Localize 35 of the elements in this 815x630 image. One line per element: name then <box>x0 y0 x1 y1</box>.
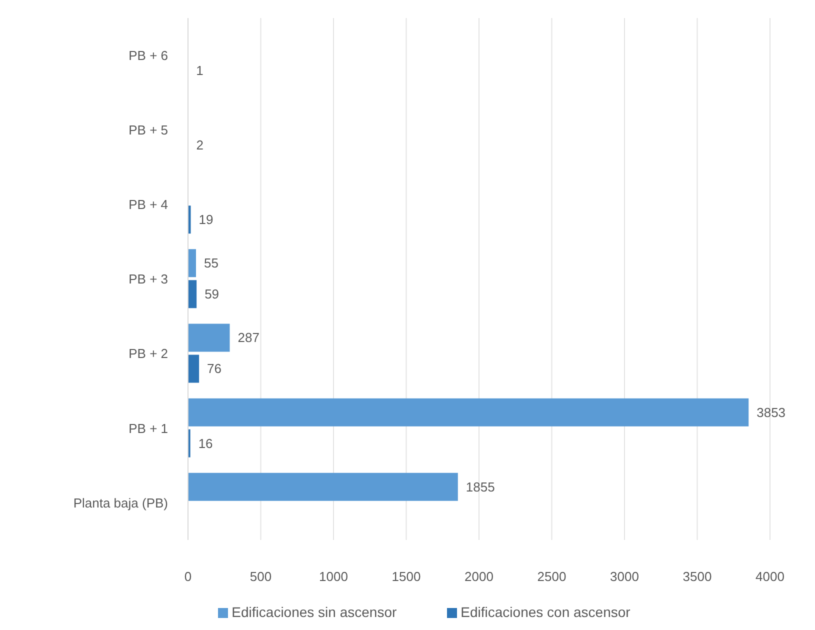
x-tick-label: 3500 <box>682 569 712 584</box>
data-label: 2 <box>196 138 204 153</box>
bar <box>188 324 230 352</box>
data-label: 55 <box>204 256 218 271</box>
bar <box>188 398 749 426</box>
y-tick-label: PB + 5 <box>128 122 168 138</box>
data-label: 1 <box>196 62 204 78</box>
bar <box>188 249 196 278</box>
y-tick-label: PB + 2 <box>128 346 168 362</box>
bar <box>188 280 197 308</box>
x-tick-label: 1000 <box>319 569 348 584</box>
x-tick-label: 1500 <box>392 569 421 584</box>
x-tick-label: 500 <box>250 569 272 584</box>
data-label: 19 <box>198 212 214 228</box>
y-tick-label: PB + 4 <box>128 197 168 212</box>
bar <box>188 354 200 383</box>
x-tick-label: 3000 <box>610 569 639 584</box>
x-tick-label: 0 <box>184 569 192 584</box>
y-tick-label: PB + 6 <box>128 48 168 63</box>
data-label: 59 <box>204 286 220 302</box>
x-tick-label: 2000 <box>464 569 494 584</box>
y-tick-label: Planta baja (PB) <box>73 495 168 510</box>
data-label: 287 <box>238 330 260 346</box>
y-tick-label: PB + 1 <box>128 420 168 436</box>
data-label: 3853 <box>756 404 786 420</box>
legend-label: Edificaciones con ascensor <box>460 604 630 620</box>
legend-label: Edificaciones sin ascensor <box>232 604 397 620</box>
data-label: 76 <box>207 361 222 376</box>
y-tick-label: PB + 3 <box>128 272 168 287</box>
bar <box>188 472 458 501</box>
x-tick-label: 2500 <box>537 569 566 584</box>
data-label: 16 <box>198 436 213 451</box>
x-tick-label: 4000 <box>756 569 784 584</box>
bar <box>188 206 191 234</box>
data-label: 1855 <box>466 479 495 494</box>
